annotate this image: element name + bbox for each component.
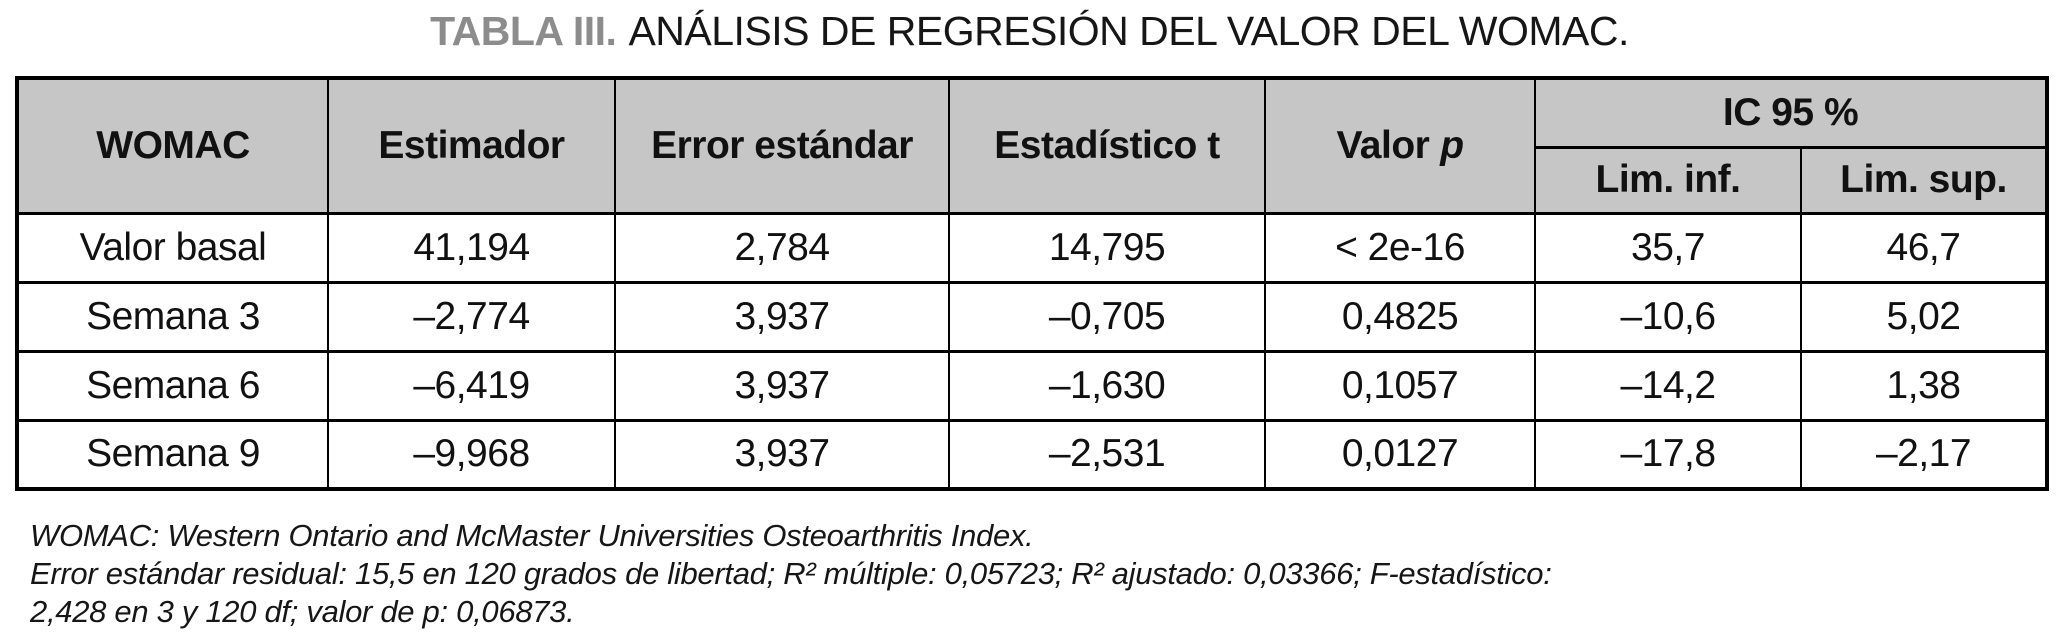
footnote-statistics-line-1: Error estándar residual: 15,5 en 120 gra… [30,556,1552,591]
table-cell: 1,38 [1799,349,2049,422]
footnote-statistics-line-2: 2,428 en 3 y 120 df; valor de p: 0,06873… [30,594,575,629]
table-cell: –6,419 [327,349,616,422]
table-cell: 0,0127 [1264,418,1536,491]
table-title-label: TABLA III. [430,8,617,54]
valor-p-symbol: p [1440,123,1464,167]
table-row-semana-9: Semana 9 –9,968 3,937 –2,531 0,0127 –17,… [16,418,2049,491]
column-header-lim-sup: Lim. sup. [1799,145,2049,215]
table-row-semana-6: Semana 6 –6,419 3,937 –1,630 0,1057 –14,… [16,349,2049,422]
column-header-lim-inf: Lim. inf. [1534,145,1802,215]
table-cell: 3,937 [614,349,950,422]
table-cell: –9,968 [327,418,616,491]
table-cell: < 2e-16 [1264,211,1536,284]
table-cell: 14,795 [948,211,1266,284]
table-title-text: ANÁLISIS DE REGRESIÓN DEL VALOR DEL WOMA… [628,8,1629,54]
column-header-womac: WOMAC [16,76,329,215]
column-header-ic95: IC 95 % [1533,76,2049,149]
table-cell: 3,937 [614,280,950,353]
row-label: Semana 3 [16,280,329,353]
footnote-abbreviation: WOMAC: Western Ontario and McMaster Univ… [30,518,1034,553]
table-cell: 3,937 [614,418,950,491]
table-cell: –10,6 [1534,280,1802,353]
table-cell: –17,8 [1534,418,1802,491]
column-header-valor-p: Valor p [1264,76,1536,215]
column-header-estadistico-t: Estadístico t [948,76,1266,215]
row-label: Semana 6 [16,349,329,422]
table-cell: 35,7 [1534,211,1802,284]
table-title: TABLA III. ANÁLISIS DE REGRESIÓN DEL VALO… [0,8,2059,55]
table-cell: 5,02 [1799,280,2049,353]
table-header: WOMAC Estimador Error estándar Estadísti… [16,76,2049,215]
table-footnotes: WOMAC: Western Ontario and McMaster Univ… [30,517,2030,631]
table-cell: –1,630 [948,349,1266,422]
table-body: Valor basal 41,194 2,784 14,795 < 2e-16 … [16,211,2049,491]
column-header-error-estandar: Error estándar [614,76,950,215]
table-cell: 0,4825 [1264,280,1536,353]
row-label: Semana 9 [16,418,329,491]
table-cell: –2,531 [948,418,1266,491]
column-header-estimador: Estimador [327,76,616,215]
header-row-top: WOMAC Estimador Error estándar Estadísti… [16,76,2049,215]
table-cell: 2,784 [614,211,950,284]
valor-p-label: Valor [1336,123,1430,167]
table-cell: 41,194 [327,211,616,284]
table-cell: –2,17 [1799,418,2049,491]
table-cell: 0,1057 [1264,349,1536,422]
table-row-semana-3: Semana 3 –2,774 3,937 –0,705 0,4825 –10,… [16,280,2049,353]
table-cell: –2,774 [327,280,616,353]
table-row-valor-basal: Valor basal 41,194 2,784 14,795 < 2e-16 … [16,211,2049,284]
table-cell: 46,7 [1799,211,2049,284]
regression-table: WOMAC Estimador Error estándar Estadísti… [15,76,2050,491]
header-row-sub: Lim. inf. Lim. sup. [17,145,2049,215]
table-cell: –0,705 [948,280,1266,353]
table-cell: –14,2 [1534,349,1802,422]
row-label: Valor basal [16,211,329,284]
